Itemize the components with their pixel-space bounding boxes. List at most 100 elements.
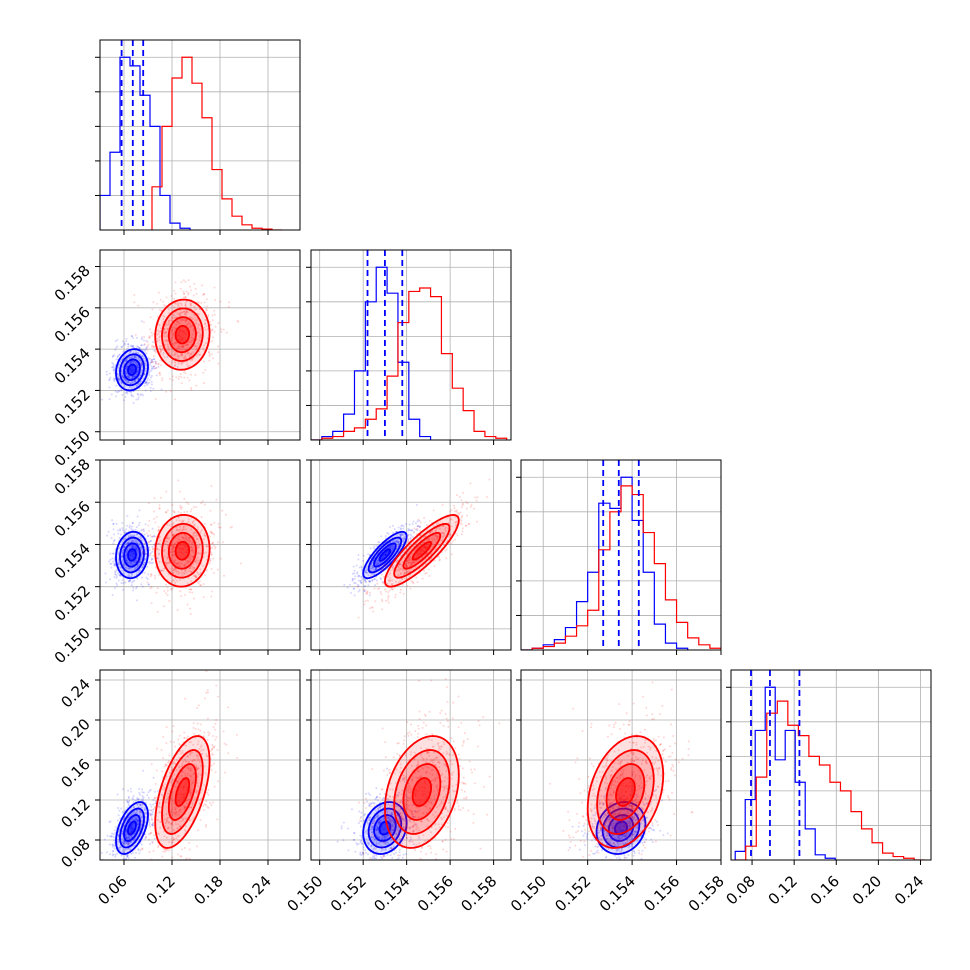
sample-point: [112, 523, 114, 525]
sample-point: [199, 584, 201, 586]
sample-point: [354, 578, 356, 580]
sample-point: [114, 565, 116, 567]
sample-point: [136, 526, 138, 528]
sample-point: [136, 797, 138, 799]
sample-point: [179, 506, 181, 508]
sample-point: [144, 572, 146, 574]
sample-point: [207, 731, 209, 733]
sample-point: [190, 613, 192, 615]
sample-point: [156, 748, 158, 750]
sample-point: [423, 517, 425, 519]
sample-point: [406, 585, 408, 587]
sample-point: [166, 586, 168, 588]
corner-panels: 0.1500.1520.1540.1560.1580.1500.1520.154…: [51, 40, 931, 926]
sample-point: [407, 530, 409, 532]
sample-point: [121, 527, 123, 529]
sample-point: [225, 514, 227, 516]
sample-point: [422, 578, 424, 580]
sample-point: [145, 390, 147, 392]
sample-point: [142, 551, 144, 553]
sample-point: [175, 866, 177, 868]
sample-point: [212, 801, 214, 803]
sample-point: [360, 566, 362, 568]
sample-point: [175, 281, 177, 283]
sample-point: [116, 794, 118, 796]
sample-point: [200, 302, 202, 304]
sample-point: [143, 792, 145, 794]
sample-point: [181, 382, 183, 384]
sample-point: [116, 584, 118, 586]
sample-point: [213, 310, 215, 312]
sample-point: [122, 582, 124, 584]
sample-point: [470, 504, 472, 506]
sample-point: [183, 293, 185, 295]
sample-point: [150, 316, 152, 318]
sample-point: [211, 765, 213, 767]
y-tick-label: 0.16: [57, 755, 93, 791]
sample-point: [165, 592, 167, 594]
sample-point: [415, 577, 417, 579]
sample-point: [221, 510, 223, 512]
sample-point: [157, 530, 159, 532]
sample-point: [153, 355, 155, 357]
sample-point: [137, 305, 139, 307]
sample-point: [388, 602, 390, 604]
sample-point: [212, 357, 214, 359]
sample-point: [389, 526, 391, 528]
sample-point: [203, 732, 205, 734]
sample-point: [133, 580, 135, 582]
sample-point: [121, 861, 123, 863]
panel-0-1: 0.1500.1520.1540.1560.158: [51, 250, 300, 470]
sample-point: [417, 519, 419, 521]
sample-point: [387, 599, 389, 601]
sample-point: [148, 839, 150, 841]
sample-point: [128, 579, 130, 581]
sample-point: [118, 580, 120, 582]
sample-point: [127, 870, 129, 872]
sample-point: [206, 792, 208, 794]
sample-point: [117, 391, 119, 393]
sample-point: [146, 349, 148, 351]
sample-point: [114, 571, 116, 573]
sample-point: [358, 580, 360, 582]
sample-point: [173, 725, 175, 727]
sample-point: [157, 845, 159, 847]
sample-point: [135, 334, 137, 336]
sample-point: [133, 801, 135, 803]
sample-point: [155, 783, 157, 785]
sample-point: [114, 863, 116, 865]
sample-point: [198, 302, 200, 304]
sample-point: [388, 533, 390, 535]
sample-point: [151, 813, 153, 815]
x-tick-label: 0.18: [190, 872, 226, 908]
sample-point: [173, 511, 175, 513]
sample-point: [115, 395, 117, 397]
sample-point: [217, 345, 219, 347]
sample-point: [114, 856, 116, 858]
sample-point: [116, 523, 118, 525]
sample-point: [150, 365, 152, 367]
sample-point: [458, 513, 460, 515]
sample-point: [203, 809, 205, 811]
sample-point: [148, 530, 150, 532]
sample-point: [191, 591, 193, 593]
sample-point: [116, 575, 118, 577]
sample-point: [134, 857, 136, 859]
sample-point: [357, 554, 359, 556]
sample-point: [369, 594, 371, 596]
sample-point: [353, 588, 355, 590]
sample-point: [129, 526, 131, 528]
sample-point: [208, 360, 210, 362]
sample-point: [155, 398, 157, 400]
sample-point: [190, 387, 192, 389]
sample-point: [189, 849, 191, 851]
sample-point: [136, 586, 138, 588]
sample-point: [177, 739, 179, 741]
sample-point: [169, 378, 171, 380]
sample-point: [130, 528, 132, 530]
sample-point: [388, 595, 390, 597]
sample-point: [183, 377, 185, 379]
sample-point: [188, 842, 190, 844]
sample-point: [227, 752, 229, 754]
sample-point: [159, 309, 161, 311]
